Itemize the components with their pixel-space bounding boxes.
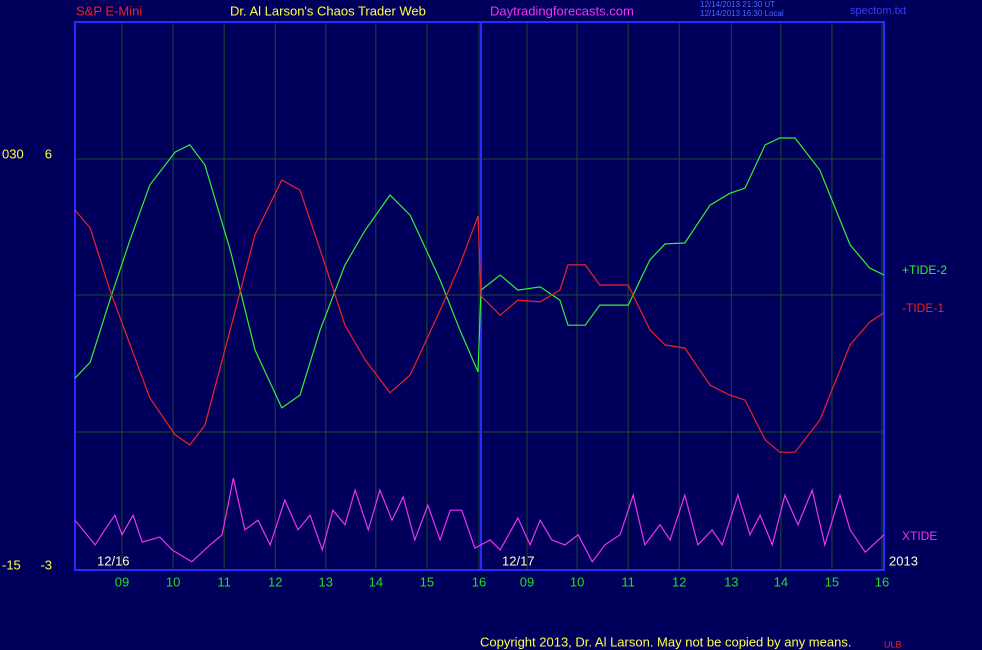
series-line [74, 137, 885, 409]
x-tick-label: 13 [319, 574, 333, 589]
file-label: spectom.txt [850, 5, 906, 17]
x-tick-label: 15 [825, 574, 839, 589]
y-tick-label: -3 [40, 557, 52, 572]
x-tick-label: 14 [774, 574, 788, 589]
series-line [74, 478, 885, 563]
x-tick-label: 15 [420, 574, 434, 589]
x-tick-label: 11 [217, 574, 231, 589]
x-tick-label: 16 [472, 574, 486, 589]
x-tick-label: 09 [520, 574, 534, 589]
x-tick-label: 12 [268, 574, 282, 589]
legend-label: XTIDE [902, 529, 937, 543]
legend-label: +TIDE-2 [902, 263, 947, 277]
series-line [74, 179, 885, 453]
x-tick-label: 09 [115, 574, 129, 589]
plot-frame [74, 21, 885, 571]
day-label: 12/17 [502, 553, 535, 568]
x-tick-label: 10 [166, 574, 180, 589]
site-label: Daytradingforecasts.com [490, 3, 634, 18]
day-label: 12/16 [97, 553, 130, 568]
market-label: S&P E-Mini [76, 3, 142, 18]
y2-tick-label: -15 [2, 557, 21, 572]
x-tick-label: 10 [570, 574, 584, 589]
y-tick-label: 6 [45, 146, 52, 161]
x-tick-label: 14 [369, 574, 383, 589]
mark-label: ULB [884, 639, 902, 649]
grid [75, 22, 884, 570]
legend-label: -TIDE-1 [902, 301, 944, 315]
chart-title: Dr. Al Larson's Chaos Trader Web [230, 3, 426, 18]
copyright: Copyright 2013, Dr. Al Larson. May not b… [480, 634, 851, 649]
x-tick-label: 16 [875, 574, 889, 589]
x-tick-label: 11 [621, 574, 635, 589]
timestamp: 12/14/2013 16:30 Local [700, 9, 784, 18]
x-tick-label: 13 [724, 574, 738, 589]
y2-tick-label: 030 [2, 146, 24, 161]
day-label: 2013 [889, 553, 918, 568]
x-tick-label: 12 [672, 574, 686, 589]
timestamp: 12/14/2013 21:30 UT [700, 0, 775, 9]
